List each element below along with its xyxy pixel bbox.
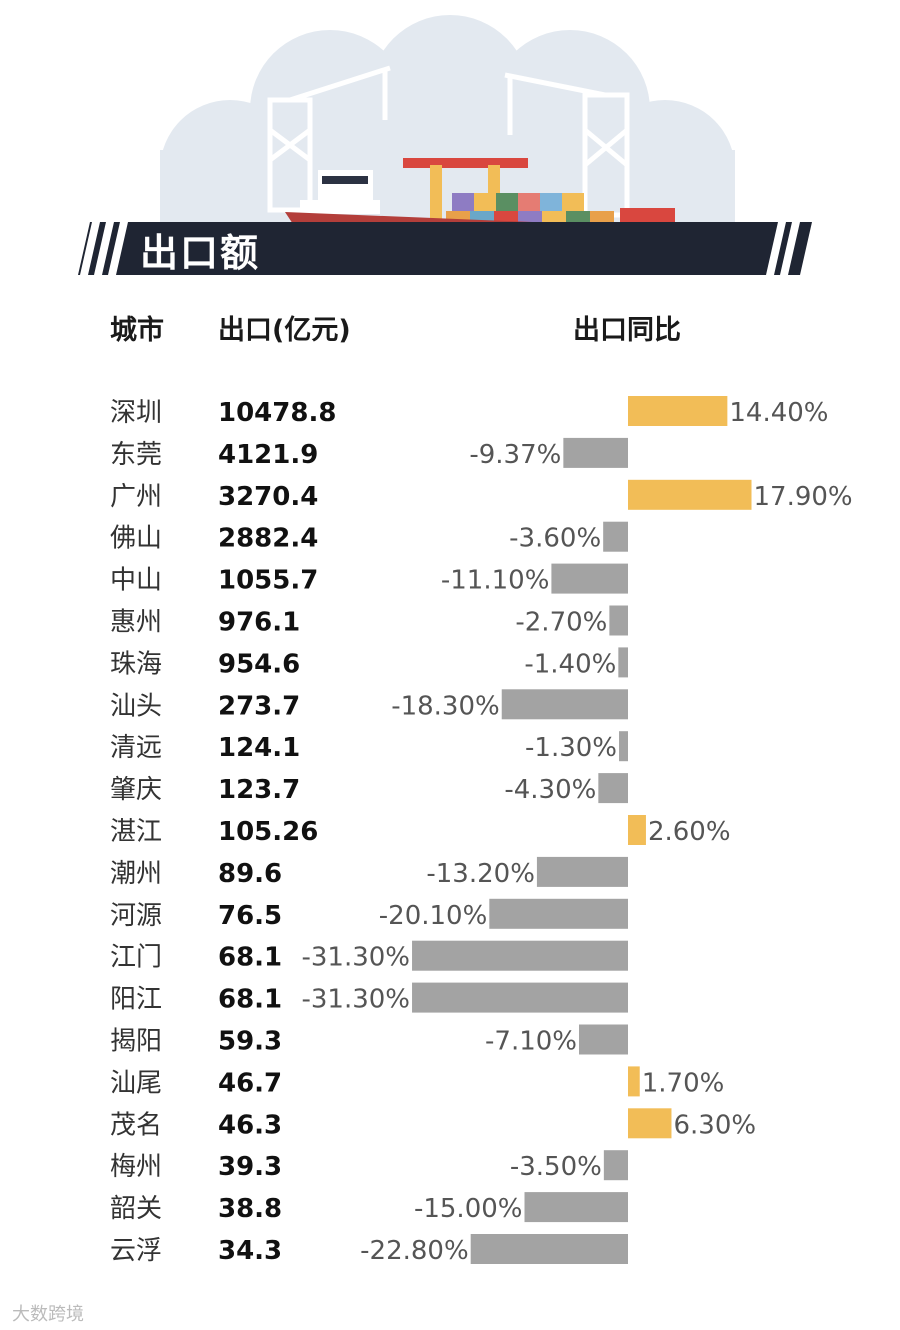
city-label: 汕尾 [110,1068,162,1098]
export-value: 123.7 [218,775,300,805]
title-banner [78,222,812,275]
city-label: 清远 [110,733,162,763]
header-city: 城市 [110,315,164,346]
city-label: 肇庆 [110,775,162,805]
yoy-bar [536,856,628,887]
city-label: 云浮 [110,1236,162,1266]
city-label: 汕头 [110,691,162,721]
export-value: 1055.7 [218,566,318,596]
yoy-bar [618,647,628,678]
yoy-bar [619,731,628,762]
yoy-label: -3.50% [510,1152,602,1182]
yoy-bar [551,563,628,594]
yoy-bar [609,605,628,636]
watermark: 大数跨境 [12,1304,84,1325]
yoy-bar [524,1192,628,1223]
crane-left [267,65,391,213]
city-label: 中山 [110,566,162,596]
export-value: 124.1 [218,733,300,763]
yoy-bar [470,1234,628,1264]
yoy-bar [628,1066,640,1097]
yoy-label: 1.70% [642,1068,725,1098]
header-export: 出口(亿元) [218,315,351,346]
yoy-bar [628,815,646,845]
yoy-label: -7.10% [485,1027,577,1057]
city-label: 茂名 [110,1110,162,1140]
yoy-bar [603,521,628,552]
yoy-bar [628,479,752,510]
hero-illustration [78,15,812,275]
cloud-shape [160,15,735,240]
header-yoy: 出口同比 [573,315,681,346]
city-label: 河源 [110,901,162,931]
city-label: 广州 [110,482,162,512]
city-label: 东莞 [110,440,162,470]
export-value: 10478.8 [218,398,336,428]
city-label: 珠海 [110,649,162,679]
yoy-bar [412,982,628,1013]
city-label: 潮州 [110,859,162,889]
city-label: 佛山 [110,524,162,554]
export-value: 68.1 [218,985,282,1015]
yoy-bar [598,773,628,804]
yoy-label: -22.80% [360,1236,469,1266]
yoy-bar [579,1024,628,1055]
city-label: 江门 [110,943,162,973]
export-value: 46.7 [218,1068,282,1098]
yoy-label: -9.37% [469,440,561,470]
export-value: 976.1 [218,608,300,638]
crane-right [504,72,630,218]
yoy-label: -15.00% [414,1194,523,1224]
export-value: 89.6 [218,859,282,889]
export-value: 954.6 [218,649,300,679]
ship-bridge [300,170,380,214]
ship-crane [403,158,528,223]
export-value: 59.3 [218,1027,282,1057]
yoy-label: -1.40% [524,649,616,679]
export-value: 46.3 [218,1110,282,1140]
yoy-bar [628,396,728,426]
yoy-bar [412,940,628,971]
export-value: 68.1 [218,943,282,973]
yoy-label: -11.10% [441,566,550,596]
city-label: 惠州 [110,608,162,638]
page-title: 出口额 [140,231,261,275]
export-value: 273.7 [218,691,300,721]
city-label: 韶关 [110,1194,162,1224]
city-label: 阳江 [110,985,162,1015]
yoy-label: -31.30% [301,943,410,973]
export-value: 39.3 [218,1152,282,1182]
yoy-label: -13.20% [426,859,535,889]
yoy-label: 2.60% [648,817,731,847]
city-label: 揭阳 [110,1027,162,1057]
export-value: 76.5 [218,901,282,931]
yoy-label: 6.30% [673,1110,756,1140]
yoy-label: -1.30% [525,733,617,763]
export-value: 2882.4 [218,524,318,554]
export-value: 4121.9 [218,440,318,470]
yoy-label: -31.30% [301,985,410,1015]
city-label: 梅州 [110,1152,162,1182]
export-value: 105.26 [218,817,318,847]
yoy-label: -4.30% [504,775,596,805]
yoy-label: 17.90% [754,482,853,512]
yoy-label: -18.30% [391,691,500,721]
yoy-bar [603,1150,628,1181]
export-value: 34.3 [218,1236,282,1266]
yoy-bar [563,437,628,468]
city-label: 深圳 [110,398,162,428]
yoy-bar [628,1108,672,1139]
yoy-bar [501,689,628,720]
yoy-label: -20.10% [379,901,488,931]
yoy-label: -2.70% [515,608,607,638]
yoy-label: 14.40% [729,398,828,428]
export-value: 38.8 [218,1194,282,1224]
yoy-label: -3.60% [509,524,601,554]
export-value: 3270.4 [218,482,318,512]
yoy-bar [489,898,628,929]
city-label: 湛江 [110,817,162,847]
